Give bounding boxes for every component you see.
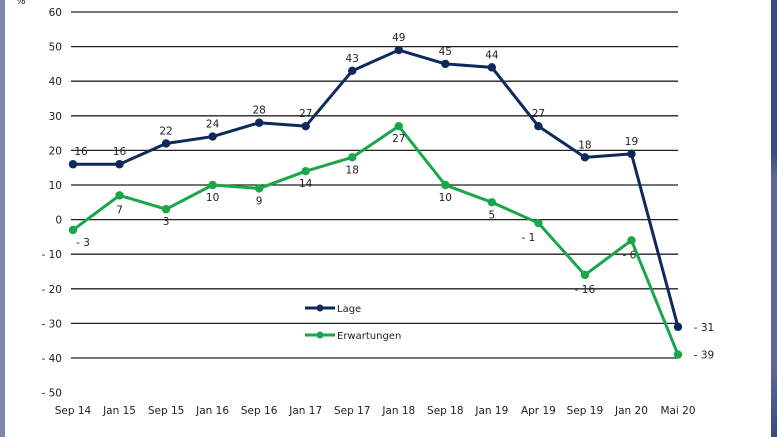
data-label-lage: 22	[159, 125, 172, 137]
data-label-lage: 49	[392, 32, 405, 44]
data-point-lage	[208, 132, 217, 141]
data-point-lage	[394, 45, 403, 55]
data-label-erwartungen: 10	[206, 192, 219, 204]
data-point-erwartungen	[348, 153, 357, 162]
data-point-erwartungen	[487, 198, 497, 207]
data-point-erwartungen	[208, 180, 217, 190]
x-axis-ticks: Sep 14 Jan 15 Sep 15 Jan 16 Sep 16 Jan 17 Sep …	[55, 405, 696, 417]
x-tick-label: Jan 17	[288, 405, 322, 417]
data-point-erwartungen	[254, 184, 264, 193]
x-tick-label: Jan 15	[102, 405, 136, 417]
x-tick-label: Apr 19	[521, 405, 556, 417]
data-label-erwartungen: 14	[299, 178, 313, 190]
series-line-erwartungen	[72, 124, 680, 356]
y-tick-label: - 10	[42, 249, 63, 261]
data-label-erwartungen: 27	[392, 133, 405, 145]
y-tick-label: 40	[49, 76, 62, 88]
x-tick-label: Sep 15	[148, 405, 185, 417]
x-tick-label: Sep 16	[241, 405, 278, 417]
data-point-lage	[68, 160, 78, 169]
y-tick-label: 30	[49, 111, 62, 123]
y-tick-label: - 20	[42, 284, 63, 296]
data-point-erwartungen	[68, 225, 78, 235]
data-label-erwartungen: 10	[439, 192, 452, 204]
legend-label-erwartungen: Erwartungen	[337, 331, 401, 342]
y-tick-label: - 50	[42, 388, 63, 400]
data-label-erwartungen: - 1	[521, 232, 535, 244]
legend: Lage Erwartungen	[305, 304, 401, 342]
data-labels: 16 16 22 24 28 27 43 49 45 44 27 18 19 - 31 - 3 7 3 10 9 14…	[74, 32, 714, 361]
x-tick-label: Sep 14	[55, 405, 92, 417]
series-line-lage	[73, 48, 680, 328]
data-label-lage: 24	[206, 119, 220, 131]
x-tick-label: Mai 20	[660, 405, 695, 417]
y-axis-ticks: 60 50 40 30 20 10 0 - 10 - 20 - 30 - 40 - 50	[42, 7, 63, 400]
y-axis-unit: %	[16, 0, 26, 7]
data-label-lage: 44	[485, 49, 499, 61]
data-point-lage	[301, 121, 310, 131]
data-point-lage	[441, 59, 450, 69]
x-tick-label: Jan 20	[614, 405, 648, 417]
data-point-erwartungen	[580, 270, 590, 280]
data-point-lage	[487, 63, 497, 72]
y-tick-label: 50	[49, 42, 62, 54]
legend-marker-lage	[316, 304, 324, 312]
x-tick-label: Sep 19	[567, 405, 604, 417]
data-point-lage	[254, 118, 264, 127]
data-label-lage: 45	[439, 46, 452, 58]
series-group	[68, 45, 683, 359]
data-point-erwartungen	[115, 191, 124, 200]
y-tick-label: 20	[49, 145, 62, 157]
y-tick-label: - 40	[42, 353, 63, 365]
right-frame-bar	[771, 0, 777, 437]
data-point-lage	[673, 322, 683, 332]
x-tick-label: Sep 17	[334, 405, 371, 417]
data-point-lage	[115, 160, 124, 169]
data-label-lage: 16	[113, 146, 127, 158]
data-point-erwartungen	[534, 218, 543, 228]
legend-marker-erwartungen	[316, 331, 324, 339]
y-tick-label: 10	[49, 180, 62, 192]
data-label-lage: 19	[625, 136, 638, 148]
data-label-erwartungen: 5	[489, 209, 496, 221]
data-label-erwartungen: - 16	[575, 284, 596, 296]
data-point-erwartungen	[161, 205, 171, 214]
data-point-lage	[161, 139, 171, 148]
data-label-erwartungen: 7	[116, 204, 123, 216]
data-label-erwartungen: - 39	[694, 350, 715, 362]
data-point-lage	[627, 149, 636, 159]
left-frame-bar	[0, 0, 5, 437]
x-tick-label: Jan 18	[381, 405, 415, 417]
x-tick-label: Jan 19	[474, 405, 508, 417]
data-point-lage	[580, 153, 590, 162]
gridlines	[71, 11, 678, 359]
data-label-erwartungen: - 3	[76, 237, 90, 249]
y-tick-label: 60	[49, 7, 62, 19]
data-label-lage: 27	[299, 108, 312, 120]
data-label-lage: 18	[578, 139, 591, 151]
data-point-erwartungen	[441, 180, 450, 190]
data-label-lage: - 31	[694, 322, 715, 334]
data-point-lage	[348, 66, 357, 76]
data-label-lage: 16	[74, 146, 88, 158]
data-label-erwartungen: 18	[346, 164, 359, 176]
data-point-erwartungen	[673, 350, 683, 359]
data-label-lage: 43	[346, 53, 359, 65]
y-tick-label: - 30	[42, 318, 63, 330]
y-tick-label: 0	[55, 215, 62, 227]
data-point-erwartungen	[301, 166, 310, 176]
data-label-lage: 27	[532, 108, 545, 120]
data-point-erwartungen	[627, 236, 636, 245]
x-tick-label: Sep 18	[427, 405, 464, 417]
legend-label-lage: Lage	[337, 304, 361, 315]
data-label-erwartungen: 9	[256, 195, 263, 207]
data-label-lage: 28	[252, 105, 265, 117]
data-point-erwartungen	[394, 121, 403, 131]
x-tick-label: Jan 16	[195, 405, 229, 417]
data-point-lage	[534, 121, 543, 131]
data-label-erwartungen: - 6	[623, 249, 637, 261]
data-label-erwartungen: 3	[163, 216, 170, 228]
